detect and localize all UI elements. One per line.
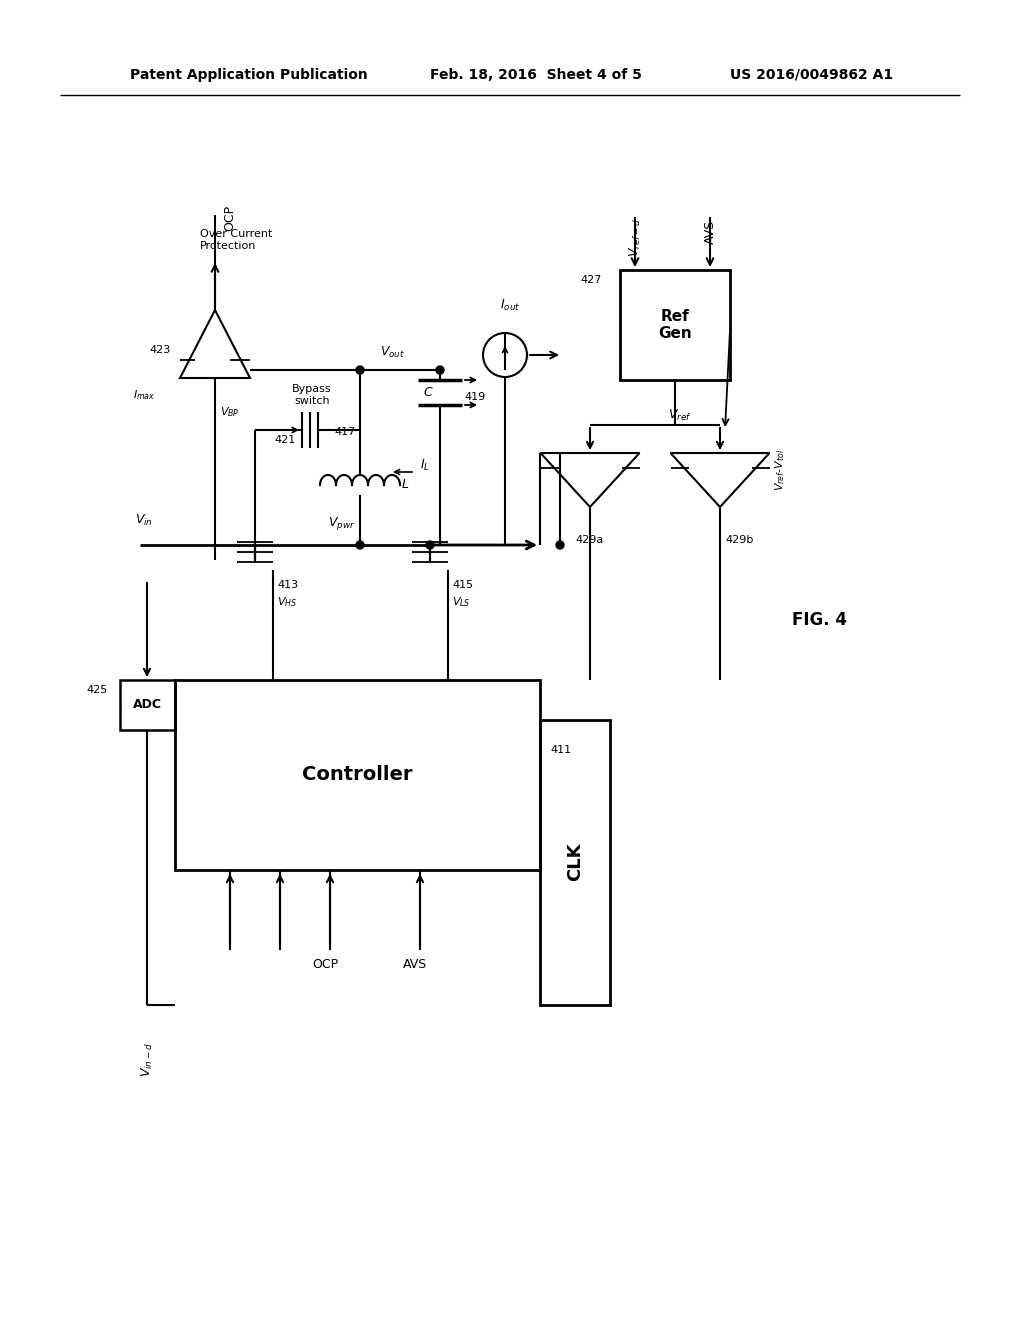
Text: AVS: AVS [402,958,427,972]
Text: 413: 413 [278,579,298,590]
Text: $V_{in-d}$: $V_{in-d}$ [139,1043,155,1077]
Text: 417: 417 [335,426,355,437]
Text: ADC: ADC [132,698,162,711]
Text: AVS: AVS [703,220,717,244]
Text: 421: 421 [274,436,296,445]
Text: C: C [424,385,432,399]
Bar [620,271,730,380]
Circle shape [356,366,364,374]
Text: $V_{LS}$: $V_{LS}$ [452,595,471,609]
Text: 429b: 429b [725,535,754,545]
Text: Patent Application Publication: Patent Application Publication [130,69,368,82]
Text: 411: 411 [550,744,571,755]
Text: Ref
Gen: Ref Gen [658,309,692,341]
Text: 427: 427 [581,275,602,285]
Text: OCP: OCP [223,205,237,231]
Bar [540,719,610,1005]
Text: $V_{in}$: $V_{in}$ [135,512,153,528]
Text: 425: 425 [87,685,108,696]
Text: $V_{ref}$-$V_{tol}$: $V_{ref}$-$V_{tol}$ [773,449,786,491]
Text: Feb. 18, 2016  Sheet 4 of 5: Feb. 18, 2016 Sheet 4 of 5 [430,69,642,82]
Text: $V_{out}$: $V_{out}$ [380,345,406,359]
Text: 423: 423 [150,345,171,355]
Text: $V_{ref}$: $V_{ref}$ [668,408,692,422]
Text: Over Current
Protection: Over Current Protection [200,230,272,251]
Text: OCP: OCP [312,958,338,972]
Text: $V_{BP}$: $V_{BP}$ [220,405,240,418]
Text: $V_{pwr}$: $V_{pwr}$ [329,515,355,532]
Bar [120,680,175,730]
Text: $V_{ref-d}$: $V_{ref-d}$ [628,219,642,257]
Text: US 2016/0049862 A1: US 2016/0049862 A1 [730,69,893,82]
Bar [175,680,540,870]
Text: $I_{out}$: $I_{out}$ [500,297,520,313]
Circle shape [556,541,564,549]
Text: CLK: CLK [566,842,584,882]
Text: 415: 415 [452,579,473,590]
Text: 429a: 429a [575,535,603,545]
Text: $I_L$: $I_L$ [420,458,430,473]
Text: 419: 419 [464,392,485,403]
Text: $V_{HS}$: $V_{HS}$ [278,595,297,609]
Text: FIG. 4: FIG. 4 [793,611,848,630]
Text: Controller: Controller [302,766,413,784]
Text: L: L [401,479,409,491]
Text: Bypass
switch: Bypass switch [292,384,332,405]
Circle shape [436,366,444,374]
Circle shape [356,541,364,549]
Circle shape [426,541,434,549]
Text: $I_{max}$: $I_{max}$ [133,388,155,401]
